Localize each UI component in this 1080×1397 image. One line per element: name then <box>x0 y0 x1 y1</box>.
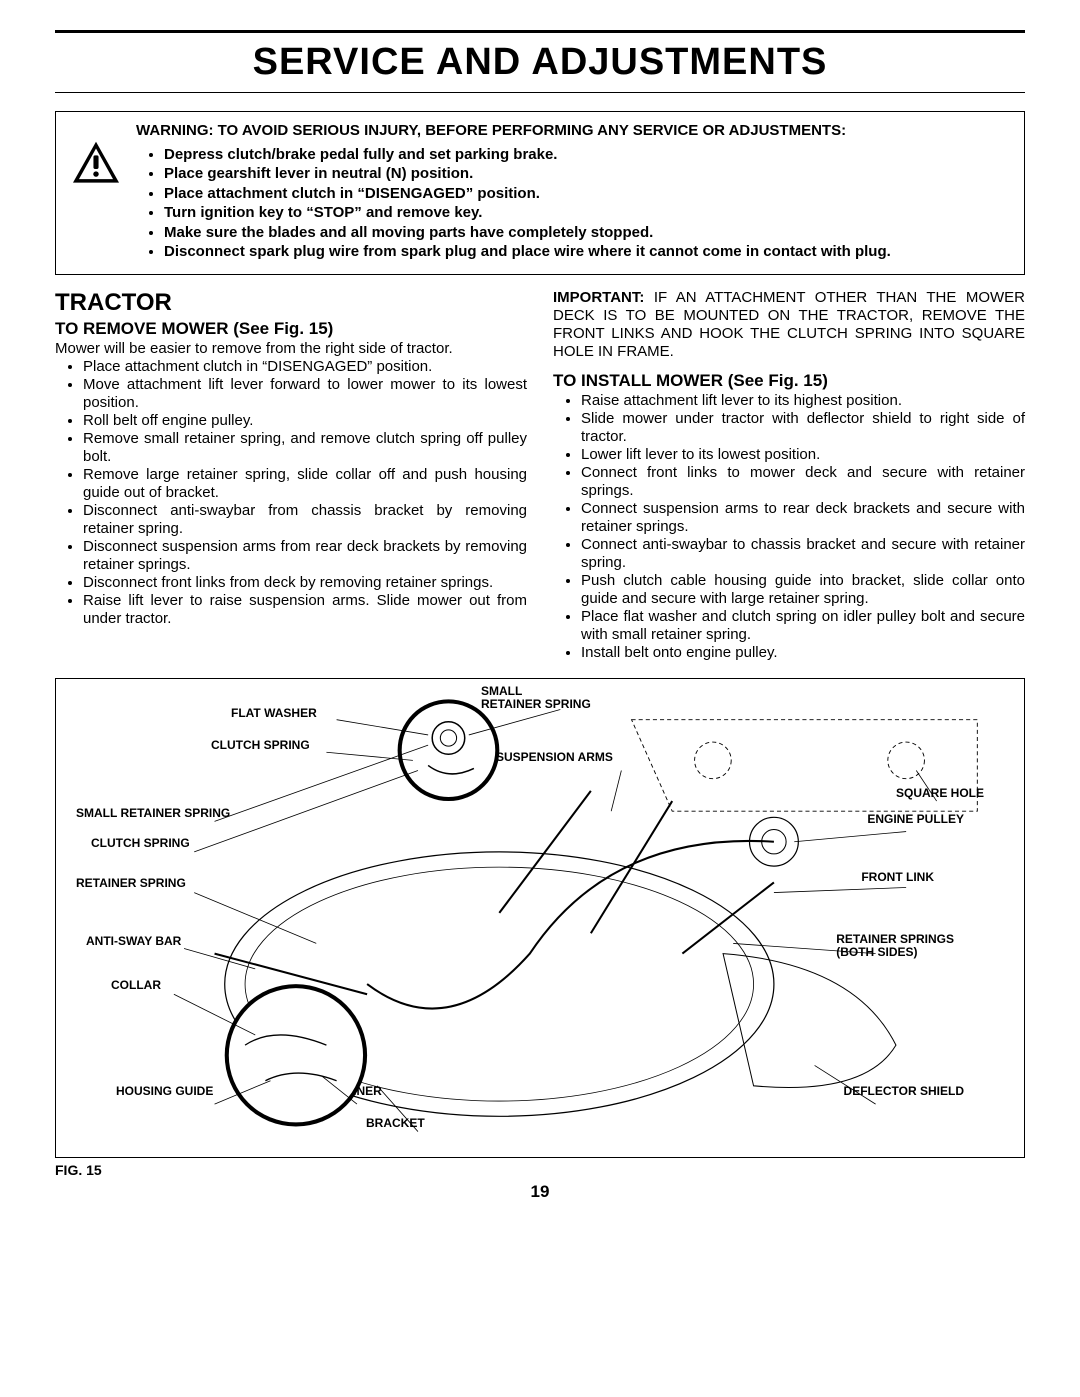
warning-icon <box>70 140 122 191</box>
warning-heading: WARNING: TO AVOID SERIOUS INJURY, BEFORE… <box>136 122 1010 141</box>
warning-content: WARNING: TO AVOID SERIOUS INJURY, BEFORE… <box>136 122 1010 262</box>
remove-mower-intro: Mower will be easier to remove from the … <box>55 340 527 358</box>
warning-item: Make sure the blades and all moving part… <box>164 223 1010 243</box>
list-item: Place attachment clutch in “DISENGAGED” … <box>83 358 527 376</box>
list-item: Connect suspension arms to rear deck bra… <box>581 500 1025 536</box>
list-item: Remove large retainer spring, slide coll… <box>83 466 527 502</box>
subheading-install-mower: TO INSTALL MOWER (See Fig. 15) <box>553 371 1025 391</box>
figure-caption: FIG. 15 <box>55 1162 1025 1178</box>
list-item: Connect front links to mower deck and se… <box>581 464 1025 500</box>
list-item: Place flat washer and clutch spring on i… <box>581 608 1025 644</box>
list-item: Roll belt off engine pulley. <box>83 412 527 430</box>
section-heading-tractor: TRACTOR <box>55 289 527 317</box>
page-number: 19 <box>55 1182 1025 1202</box>
warning-item: Place attachment clutch in “DISENGAGED” … <box>164 184 1010 204</box>
figure-box: FLAT WASHER CLUTCH SPRING SMALL RETAINER… <box>55 678 1025 1158</box>
mower-diagram <box>56 679 1024 1157</box>
list-item: Remove small retainer spring, and remove… <box>83 430 527 466</box>
important-note: IMPORTANT: IF AN ATTACHMENT OTHER THAN T… <box>553 289 1025 361</box>
list-item: Disconnect front links from deck by remo… <box>83 574 527 592</box>
list-item: Connect anti-swaybar to chassis bracket … <box>581 536 1025 572</box>
list-item: Install belt onto engine pulley. <box>581 644 1025 662</box>
warning-list: Depress clutch/brake pedal fully and set… <box>136 145 1010 262</box>
warning-box: WARNING: TO AVOID SERIOUS INJURY, BEFORE… <box>55 111 1025 275</box>
subheading-remove-mower: TO REMOVE MOWER (See Fig. 15) <box>55 319 527 339</box>
remove-mower-list: Place attachment clutch in “DISENGAGED” … <box>55 358 527 628</box>
important-lead: IMPORTANT: <box>553 289 644 306</box>
list-item: Disconnect suspension arms from rear dec… <box>83 538 527 574</box>
page-title: SERVICE AND ADJUSTMENTS <box>55 41 1025 84</box>
rule-top <box>55 30 1025 33</box>
list-item: Move attachment lift lever forward to lo… <box>83 376 527 412</box>
right-column: IMPORTANT: IF AN ATTACHMENT OTHER THAN T… <box>553 289 1025 662</box>
list-item: Push clutch cable housing guide into bra… <box>581 572 1025 608</box>
left-column: TRACTOR TO REMOVE MOWER (See Fig. 15) Mo… <box>55 289 527 662</box>
warning-item: Depress clutch/brake pedal fully and set… <box>164 145 1010 165</box>
warning-item: Turn ignition key to “STOP” and remove k… <box>164 203 1010 223</box>
rule-under-title <box>55 92 1025 93</box>
warning-item: Disconnect spark plug wire from spark pl… <box>164 242 1010 262</box>
list-item: Lower lift lever to its lowest position. <box>581 446 1025 464</box>
list-item: Disconnect anti-swaybar from chassis bra… <box>83 502 527 538</box>
warning-item: Place gearshift lever in neutral (N) pos… <box>164 164 1010 184</box>
list-item: Raise attachment lift lever to its highe… <box>581 392 1025 410</box>
install-mower-list: Raise attachment lift lever to its highe… <box>553 392 1025 662</box>
list-item: Slide mower under tractor with deflector… <box>581 410 1025 446</box>
two-column-body: TRACTOR TO REMOVE MOWER (See Fig. 15) Mo… <box>55 289 1025 662</box>
list-item: Raise lift lever to raise suspension arm… <box>83 592 527 628</box>
